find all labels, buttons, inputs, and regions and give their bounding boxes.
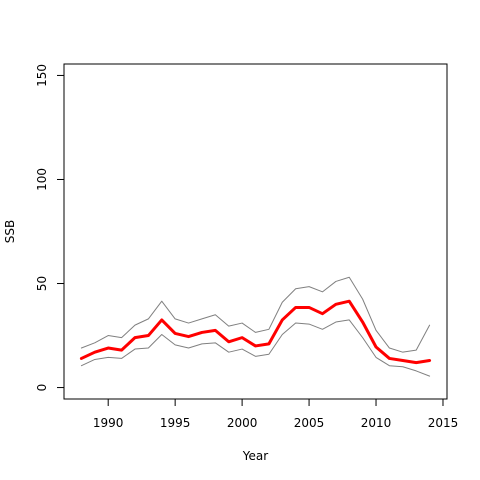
x-tick-label: 2010: [361, 416, 392, 430]
lower-bound-line: [80, 319, 431, 377]
x-tick-label: 2015: [428, 416, 459, 430]
upper-bound-line: [80, 276, 431, 353]
y-tick-label: 50: [35, 276, 49, 291]
x-tick-label: 1990: [93, 416, 124, 430]
x-axis: 1990 1995 2000 2005 2010 2015: [93, 398, 459, 430]
y-axis: 0 50 100 150: [35, 64, 65, 392]
y-tick-label: 150: [35, 64, 49, 87]
x-tick-label: 1995: [160, 416, 191, 430]
y-tick-label: 0: [35, 384, 49, 392]
x-tick-label: 2000: [227, 416, 258, 430]
x-tick-label: 2005: [294, 416, 325, 430]
x-axis-label: Year: [242, 449, 268, 463]
ssb-estimate-line: [79, 299, 432, 365]
series-lines: [79, 276, 432, 377]
y-tick-label: 100: [35, 168, 49, 191]
y-axis-label: SSB: [3, 220, 17, 243]
